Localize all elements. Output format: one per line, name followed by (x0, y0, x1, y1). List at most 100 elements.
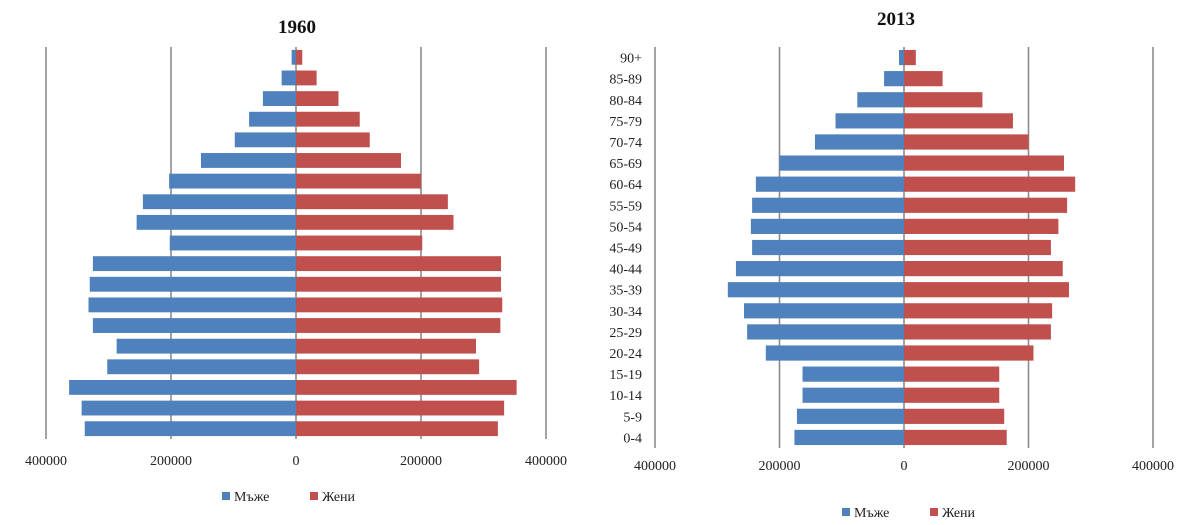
chart-1960-bar (296, 256, 501, 272)
chart-2013-legend-label: Мъже (854, 506, 889, 521)
chart-1960-bar (296, 70, 317, 86)
chart-2013-bar (796, 408, 904, 424)
chart-1960-bar (201, 153, 296, 168)
chart-2013-category-label: 10-14 (609, 389, 642, 404)
chart-1960-x-tick-label: 400000 (25, 454, 67, 469)
chart-2013-category-label: 25-29 (609, 326, 642, 341)
chart-2013-legend-label: Жени (942, 506, 976, 521)
chart-2013-bar (857, 92, 904, 108)
chart-2013-bar (752, 239, 904, 256)
chart-1960-bar (92, 318, 296, 333)
chart-2013-x-tick-label: 0 (901, 459, 908, 474)
chart-2013-bar (904, 134, 1029, 150)
chart-2013-bar (747, 324, 904, 340)
chart-1960-legend: Мъже Жени (222, 490, 356, 505)
chart-1960-legend-swatch (222, 492, 230, 500)
chart-1960-bar (69, 379, 296, 395)
chart-2013-category-label: 60-64 (609, 178, 642, 193)
chart-2013-legend: Мъже Жени (842, 506, 976, 521)
chart-1960-bar (296, 421, 498, 437)
chart-2013-bar (752, 197, 904, 213)
chart-1960-x-tick-label: 400000 (525, 454, 567, 469)
chart-1960-bar (169, 235, 296, 251)
chart-2013-x-tick-label: 200000 (759, 459, 801, 474)
chart-2013-bar (904, 239, 1051, 256)
chart-1960-bar (296, 400, 505, 416)
chart-2013-bar (904, 176, 1076, 192)
chart-2013-bar (904, 345, 1034, 361)
chart-1960-bar (88, 297, 296, 313)
chart-2013-category-label: 20-24 (609, 347, 642, 362)
chart-2013-category-labels: 0-4 5-9 10-14 15-19 20-24 25-29 30-34 35-39 40-4… (609, 52, 642, 447)
chart-1960-bar (296, 111, 360, 127)
chart-2013-x-tick-label: 200000 (1008, 459, 1050, 474)
chart-1960-bar (296, 276, 501, 292)
chart-2013-bar (779, 155, 904, 171)
chart-2013-category-label: 90+ (620, 52, 642, 67)
chart-2013-bar (814, 134, 904, 150)
chart-1960-bar (234, 132, 296, 148)
chart-1960-bar (296, 318, 501, 333)
chart-2013-tick-labels: 400000 200000 0 200000 400000 (634, 459, 1174, 474)
chart-2013-bar (904, 218, 1059, 234)
chart-2013-bar (755, 176, 904, 192)
chart-2013-category-label: 0-4 (623, 431, 642, 446)
chart-1960-bar (142, 194, 296, 210)
chart-2013-bar (904, 282, 1069, 298)
chart-1960-bar (107, 359, 296, 375)
chart-2013-bar (904, 303, 1053, 319)
chart-2013-category-label: 15-19 (609, 368, 642, 383)
chart-1960-bar (296, 173, 421, 189)
chart-1960-bar (296, 153, 401, 168)
chart-2013-bar (802, 387, 904, 403)
chart-1960-bar (296, 91, 339, 107)
chart-2013-bar (765, 345, 904, 361)
chart-1960-bar (281, 70, 296, 86)
chart-2013-bar (802, 366, 904, 382)
chart-1960-x-tick-label: 200000 (400, 454, 442, 469)
chart-2013-bar (904, 113, 1013, 129)
chart-2013-bar (904, 71, 943, 87)
chart-2013-bar (899, 49, 904, 66)
chart-2013-bar (904, 197, 1068, 213)
chart-2013-bar (727, 282, 904, 298)
chart-1960-bar (296, 235, 423, 251)
chart-2013-category-label: 5-9 (623, 410, 642, 425)
chart-1960-bar (84, 421, 296, 437)
chart-1960-bar (296, 297, 503, 313)
chart-1960-bar (249, 111, 296, 127)
chart-2013-category-label: 50-54 (609, 220, 642, 235)
chart-2013-bar (735, 261, 904, 277)
chart-2013-category-label: 75-79 (609, 115, 642, 130)
chart-1960-bar (116, 338, 296, 354)
chart-2013-bar (904, 366, 1000, 382)
chart-2013-category-label: 80-84 (609, 94, 642, 109)
chart-2013-bar (904, 155, 1064, 171)
chart-2013-x-tick-label: 400000 (1132, 459, 1174, 474)
chart-2013-bar (904, 387, 1000, 403)
chart-1960-bar (296, 338, 476, 354)
chart-2013-bar (904, 49, 916, 66)
chart-2013-category-label: 65-69 (609, 157, 642, 172)
chart-1960-x-tick-label: 0 (293, 454, 300, 469)
chart-1960-tick-labels: 400000 200000 0 200000 400000 (25, 454, 567, 469)
chart-2013-bar (904, 92, 983, 108)
chart-2013-legend-swatch (930, 508, 938, 516)
chart-2013-bar (904, 261, 1063, 277)
chart-2013-category-label: 55-59 (609, 199, 642, 214)
chart-2013-category-label: 85-89 (609, 73, 642, 88)
chart-1960-bar (296, 214, 454, 230)
chart-2013-category-label: 45-49 (609, 242, 642, 257)
chart-2013-bar (904, 324, 1051, 340)
chart-1960-bars (69, 49, 517, 437)
chart-2013-category-label: 70-74 (609, 136, 642, 151)
chart-2013-legend-swatch (842, 508, 850, 516)
chart-2013-bar (904, 408, 1005, 424)
chart-2013-bars (727, 49, 1076, 446)
chart-2013-category-label: 35-39 (609, 284, 642, 299)
chart-1960-x-tick-label: 200000 (150, 454, 192, 469)
chart-2013-title: 2013 (877, 9, 915, 30)
chart-1960-bar (89, 276, 296, 292)
chart-1960-bar (262, 91, 296, 107)
